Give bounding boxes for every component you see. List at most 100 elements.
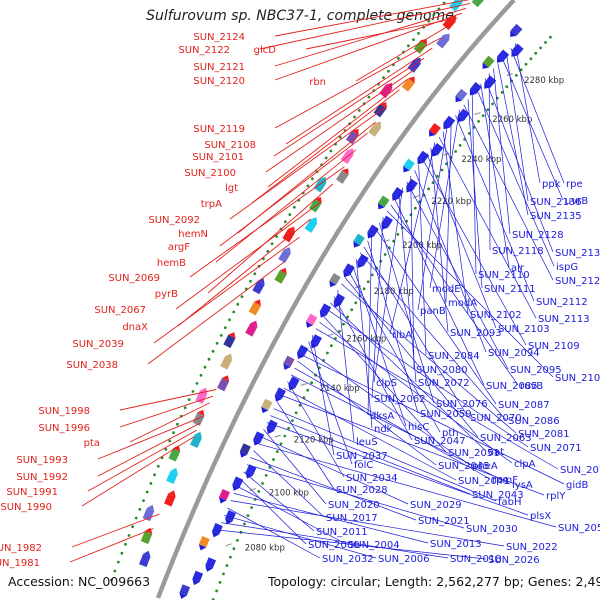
feature-block-inner [482,55,495,69]
left-gene-label: SUN_2108 [204,140,256,151]
gc-dot [440,168,444,172]
gc-dot [134,516,138,520]
feature-block-inner [431,143,444,157]
gc-dot [486,108,490,112]
gc-dot [222,572,225,576]
right-gene-label: SUN_2095 [510,365,562,376]
right-gene-label: clpS [376,378,397,389]
left-gene-label: SUN_2039 [72,339,124,350]
right-gene-label: SUN_2032 [322,554,374,565]
label-lines [69,0,565,563]
left-gene-label: SUN_2120 [193,76,245,87]
gc-dot [371,273,374,277]
feature-block-outer [436,33,450,49]
right-gene-label: pth [442,428,459,439]
right-gene-label: rpe [566,179,583,190]
gc-dot [454,150,457,153]
gc-dot [379,259,383,263]
feature-block-inner [239,443,251,458]
kbp-tick-label: 2180 kbp [374,287,414,297]
gc-dot [138,507,142,511]
gc-dot [397,57,400,60]
right-label-line [398,193,417,383]
right-gene-label: SUN_2017 [326,513,378,524]
right-gene-label: SUN_2071 [530,443,582,454]
gc-dot [225,564,229,567]
gc-content-dots [110,1,552,600]
kbp-tick-label: 2280 kbp [524,76,564,86]
right-gene-label: SUN_2004 [348,540,400,551]
right-label-line [273,408,497,502]
gc-dot [338,329,341,333]
right-gene-label: modA [448,298,477,309]
left-label-line [274,37,441,129]
gc-dot [236,539,239,542]
right-label-line [283,387,457,481]
feature-block-inner [343,263,355,278]
right-label-line [348,271,441,433]
feature-block-outer [223,332,236,349]
feature-block-outer [190,431,202,448]
right-label-line [493,68,511,235]
right-label-line [301,354,565,485]
kbp-tick-mark [474,112,481,115]
feature-block-inner [357,253,369,268]
gc-dot [261,482,264,485]
right-gene-label: SUN_2028 [336,485,388,496]
gc-dot [539,46,542,50]
left-gene-label: SUN_2121 [193,62,245,73]
gc-dot [310,381,313,385]
right-gene-label: SUN_2020 [328,500,380,511]
right-gene-label: rplY [546,491,566,502]
kbp-tick-mark [354,285,362,289]
right-gene-label: SUN_2110 [478,270,530,281]
left-label-line [119,395,214,428]
feature-block-inner [443,115,456,130]
gc-dot [246,514,250,518]
gc-dot [382,76,385,79]
feature-block-outer [166,467,178,485]
right-gene-label: SUN_2018 [450,554,502,565]
gc-dot [306,388,310,392]
left-gene-label: SUN_1992 [16,472,68,483]
gc-dot [353,115,356,119]
left-label-line [87,429,198,492]
gc-dot [436,174,439,178]
right-label-line [359,252,507,421]
right-gene-label: SUN_2104 [555,373,600,384]
feature-block-outer [368,121,382,137]
right-label-line [414,170,487,353]
gc-dot [326,351,329,355]
right-gene-label: aat [488,447,504,458]
gc-dot [272,458,275,461]
right-label-line [355,259,373,429]
left-label-line [207,183,334,294]
right-label-line [422,159,527,346]
left-label-line [305,17,458,50]
right-label-line [240,478,307,545]
gc-dot [357,109,361,112]
kbp-tick-label: 2240 kbp [461,155,501,165]
right-label-line [375,228,497,405]
feature-block-inner [511,43,524,57]
right-gene-label: fabH [498,497,522,508]
left-label-line [274,7,467,67]
right-gene-label: SUN_2102 [470,310,522,321]
right-gene-label: SUN_2132 [555,248,600,259]
gc-dot [228,318,231,322]
kbp-tick-label: 2120 kbp [294,436,334,446]
left-label-line [153,236,300,344]
gc-dot [442,1,446,5]
left-label-line [251,89,400,204]
gc-dot [127,534,131,537]
gc-dot [287,426,290,430]
gc-dot [350,308,354,312]
right-gene-label: alr [511,263,525,274]
feature-block-inner [296,344,309,360]
right-label-line [371,216,384,399]
right-gene-label: SUN_2073 [560,465,600,476]
gc-dot [191,390,195,393]
right-gene-label: SUN_2011 [316,527,368,538]
gc-dot [519,68,523,72]
gc-dot [250,506,254,509]
